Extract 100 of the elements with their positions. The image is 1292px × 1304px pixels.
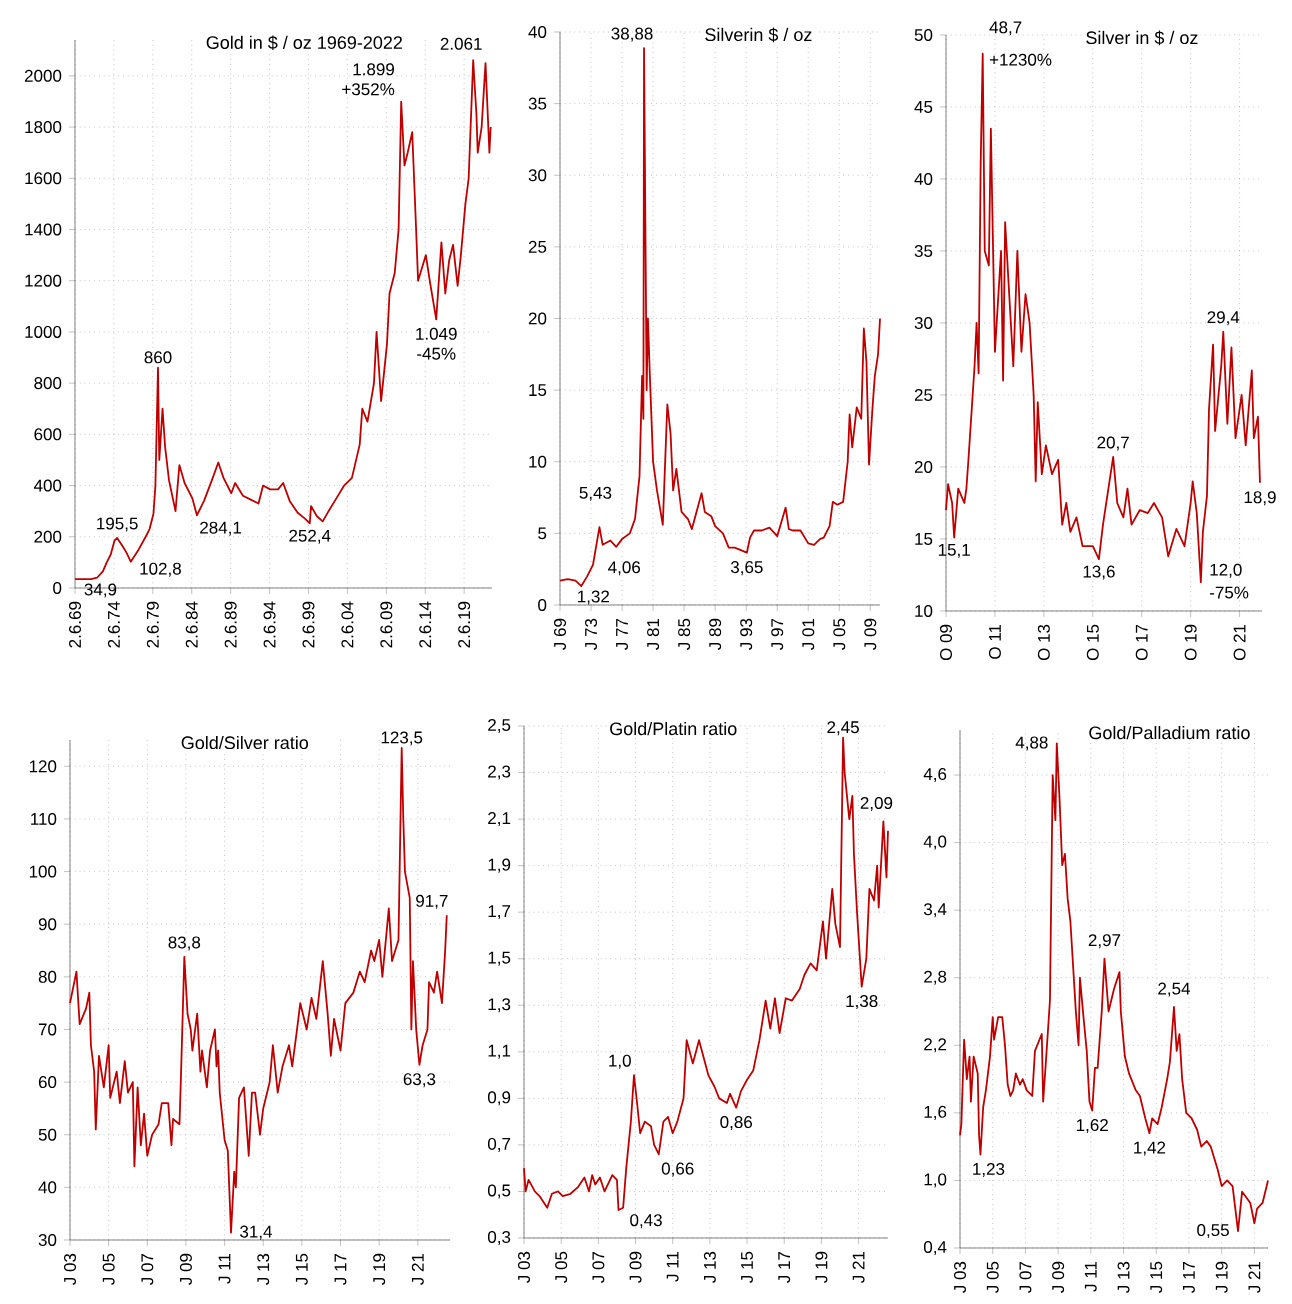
annotation: 15,1 <box>938 543 970 558</box>
annotation: 2.061 <box>440 37 482 50</box>
y-tick-label: 0,5 <box>487 1184 511 1199</box>
x-tick-label: J 01 <box>802 618 815 650</box>
annotation: 2,45 <box>827 721 859 736</box>
annotation: 1,42 <box>1134 1141 1166 1156</box>
y-tick-label: 1,9 <box>488 858 511 873</box>
annotation: 0,43 <box>630 1214 662 1229</box>
x-tick-label: O 09 <box>940 624 953 661</box>
y-tick-label: 0,4 <box>923 1240 947 1256</box>
y-tick-label: 10 <box>529 455 547 468</box>
x-tick-label: J 07 <box>141 1253 154 1285</box>
annotation: 83,8 <box>168 936 201 951</box>
x-tick-label: 2.6.79 <box>146 601 159 648</box>
y-tick-label: 35 <box>914 244 933 257</box>
x-tick-label: J 21 <box>411 1253 424 1285</box>
x-tick-label: O 15 <box>1086 624 1099 661</box>
y-tick-label: 1,6 <box>924 1105 947 1120</box>
y-tick-label: 30 <box>38 1233 57 1246</box>
annotation: 860 <box>144 351 172 364</box>
y-tick-label: 1200 <box>25 274 62 287</box>
y-tick-label: 20 <box>914 460 933 473</box>
annotation: 1,32 <box>578 590 610 605</box>
x-tick-label: J 05 <box>986 1261 999 1293</box>
y-tick-label: 50 <box>914 28 933 41</box>
y-tick-label: 80 <box>38 970 57 983</box>
x-tick-label: J 69 <box>554 618 567 650</box>
x-tick-label: J 09 <box>864 618 877 650</box>
x-tick-label: J 09 <box>629 1251 642 1283</box>
y-tick-label: 50 <box>38 1128 57 1141</box>
annotation: 2,54 <box>1158 982 1191 997</box>
annotation: 34,9 <box>84 583 117 598</box>
annotation: 123,5 <box>381 731 423 746</box>
y-tick-label: 40 <box>38 1181 57 1194</box>
x-tick-label: J 85 <box>678 618 691 650</box>
x-tick-label: J 11 <box>666 1251 679 1282</box>
chart-title: Gold/Silver ratio <box>181 735 309 750</box>
annotation: 0,66 <box>661 1162 694 1177</box>
y-tick-label: 1,0 <box>924 1173 947 1188</box>
x-tick-label: J 05 <box>555 1251 568 1283</box>
chart-title: Gold/Platin ratio <box>610 721 737 736</box>
y-tick-label: 0,7 <box>487 1137 511 1152</box>
annotation: 284,1 <box>200 521 242 536</box>
line-series <box>559 47 881 587</box>
y-tick-label: 25 <box>914 388 933 401</box>
y-tick-label: 90 <box>38 918 57 931</box>
chart-title: Gold in $ / oz 1969-2022 <box>206 35 402 51</box>
y-tick-label: 2,8 <box>924 970 947 985</box>
y-tick-label: 4,6 <box>923 768 947 783</box>
y-tick-label: 100 <box>29 865 57 878</box>
x-tick-label: 2.6.69 <box>68 601 82 648</box>
x-tick-label: J 97 <box>771 618 784 650</box>
x-tick-label: J 11 <box>1084 1261 1097 1292</box>
chart-title: Silver in $ / oz <box>1086 30 1198 46</box>
annotation: 4,88 <box>1015 736 1048 751</box>
y-tick-label: 2,1 <box>488 812 511 827</box>
x-tick-label: 2.6.14 <box>419 601 432 648</box>
x-tick-label: J 07 <box>592 1251 605 1283</box>
x-tick-label: J 07 <box>1019 1261 1032 1293</box>
annotation: 0,86 <box>720 1116 753 1131</box>
y-tick-label: 0,3 <box>487 1230 511 1245</box>
x-tick-label: 2.6.89 <box>224 601 237 648</box>
chart-title: Silverin $ / oz <box>705 27 812 43</box>
annotation: 1.899 <box>353 63 394 76</box>
x-tick-label: 2.6.74 <box>107 601 120 648</box>
annotation: 13,6 <box>1083 565 1115 580</box>
y-tick-label: 800 <box>34 377 62 390</box>
x-tick-label: 2.6.04 <box>341 601 354 648</box>
x-tick-label: J 15 <box>741 1251 753 1283</box>
y-tick-label: 0 <box>538 598 547 611</box>
y-tick-label: 1800 <box>25 121 62 134</box>
x-tick-label: 2.6.84 <box>185 601 198 648</box>
y-tick-label: 4,0 <box>923 835 947 850</box>
chart-title: Gold/Palladium ratio <box>1089 725 1250 740</box>
x-tick-label: J 13 <box>703 1251 716 1283</box>
x-tick-label: J 15 <box>1150 1261 1163 1293</box>
annotation: 29,4 <box>1207 311 1240 326</box>
y-tick-label: 45 <box>914 101 933 113</box>
y-tick-label: 1,1 <box>488 1044 511 1059</box>
annotation: 252,4 <box>289 529 331 544</box>
annotation: 0,55 <box>1197 1224 1229 1239</box>
y-tick-label: 60 <box>38 1076 57 1089</box>
x-tick-label: J 15 <box>295 1253 308 1285</box>
annotation: 91,7 <box>416 894 448 909</box>
y-tick-label: 5 <box>538 527 547 540</box>
y-tick-label: 200 <box>34 530 62 543</box>
y-tick-label: 1000 <box>25 325 62 338</box>
y-tick-label: 120 <box>29 760 57 773</box>
y-tick-label: 1,3 <box>488 998 511 1013</box>
x-tick-label: J 81 <box>647 618 660 650</box>
annotation: 4,06 <box>608 561 641 576</box>
x-tick-label: O 11 <box>988 624 1001 659</box>
x-tick-label: J 05 <box>102 1253 115 1285</box>
x-tick-label: J 03 <box>64 1253 77 1285</box>
annotation: 2,09 <box>860 796 893 811</box>
y-tick-label: 0 <box>53 581 62 594</box>
x-tick-label: J 17 <box>1183 1261 1195 1293</box>
x-tick-label: J 05 <box>833 618 846 650</box>
annotation: 48,7 <box>989 21 1022 36</box>
y-tick-label: 30 <box>914 316 933 329</box>
